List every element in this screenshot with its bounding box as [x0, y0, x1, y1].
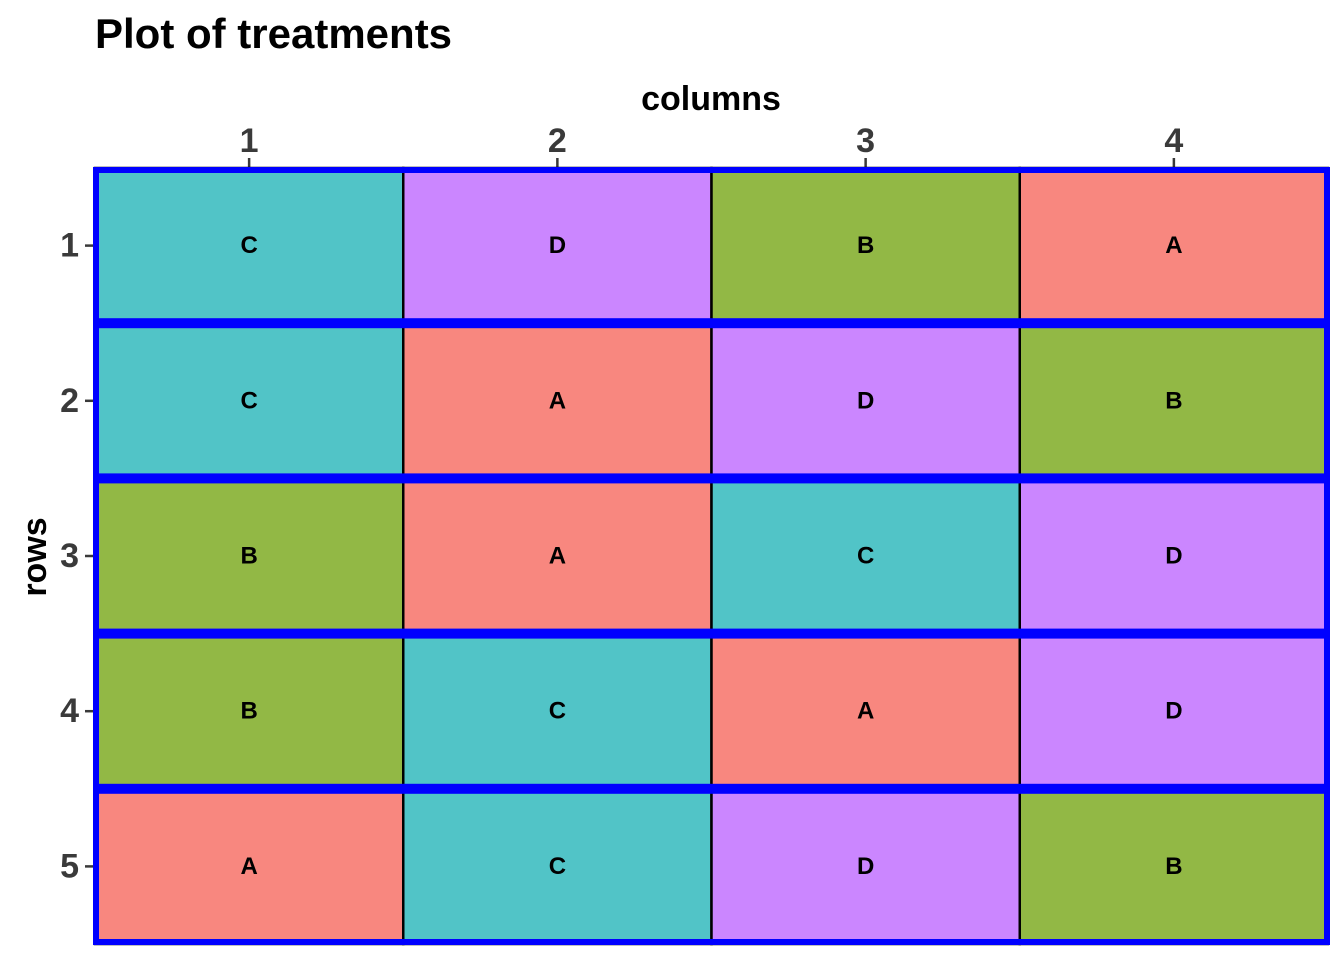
x-axis-ticks: 1 2 3 4 — [240, 122, 1183, 168]
y-tick-label: 4 — [60, 692, 79, 730]
x-tick-label: 1 — [240, 122, 259, 160]
row-block-border — [93, 322, 1330, 480]
cell-label: D — [1165, 543, 1182, 570]
cell-label: A — [1165, 232, 1182, 259]
cell-label: C — [240, 232, 257, 259]
plot-cell — [93, 787, 405, 946]
plot-cell — [402, 632, 713, 791]
plot-cell — [710, 787, 1021, 946]
cell-label: B — [857, 232, 874, 259]
plot-cells: C D B A C A D B B A C D B C A D A C D B — [93, 166, 1330, 946]
cell-label: C — [857, 543, 874, 570]
y-tick-label: 3 — [60, 537, 79, 575]
row-block-border — [93, 787, 1330, 945]
cell-label: A — [857, 698, 874, 725]
cell-label: B — [240, 543, 257, 570]
cell-label: C — [549, 698, 566, 725]
y-tick-label: 5 — [60, 847, 79, 885]
cell-label: C — [549, 853, 566, 880]
x-tick-label: 2 — [548, 122, 567, 160]
y-tick-label: 1 — [60, 227, 79, 265]
cell-label: B — [1165, 853, 1182, 880]
cell-label: C — [240, 387, 257, 414]
plot-cell — [1018, 321, 1330, 480]
chart-title: Plot of treatments — [95, 10, 452, 57]
plot-cell — [402, 321, 713, 480]
y-tick-label: 2 — [60, 382, 79, 420]
cell-label: D — [857, 853, 874, 880]
y-axis-title: rows — [16, 517, 54, 596]
row-block-border — [93, 167, 1330, 325]
cell-label: B — [240, 698, 257, 725]
x-tick-label: 4 — [1164, 122, 1183, 160]
cell-label: A — [549, 387, 566, 414]
cell-label: D — [1165, 698, 1182, 725]
plot-cell — [1018, 632, 1330, 791]
row-block-border — [93, 477, 1330, 635]
cell-label: B — [1165, 387, 1182, 414]
x-tick-label: 3 — [856, 122, 875, 160]
row-block-borders — [93, 167, 1330, 945]
cell-label: A — [549, 543, 566, 570]
row-block-border — [93, 632, 1330, 790]
plot-cell — [402, 787, 713, 946]
plot-cell — [402, 477, 713, 635]
plot-cell — [710, 632, 1021, 791]
y-axis-ticks: 1 2 3 4 5 — [60, 227, 95, 885]
x-axis-title: columns — [641, 80, 781, 118]
cell-label: A — [240, 853, 257, 880]
cell-label: D — [549, 232, 566, 259]
cell-label: D — [857, 387, 874, 414]
